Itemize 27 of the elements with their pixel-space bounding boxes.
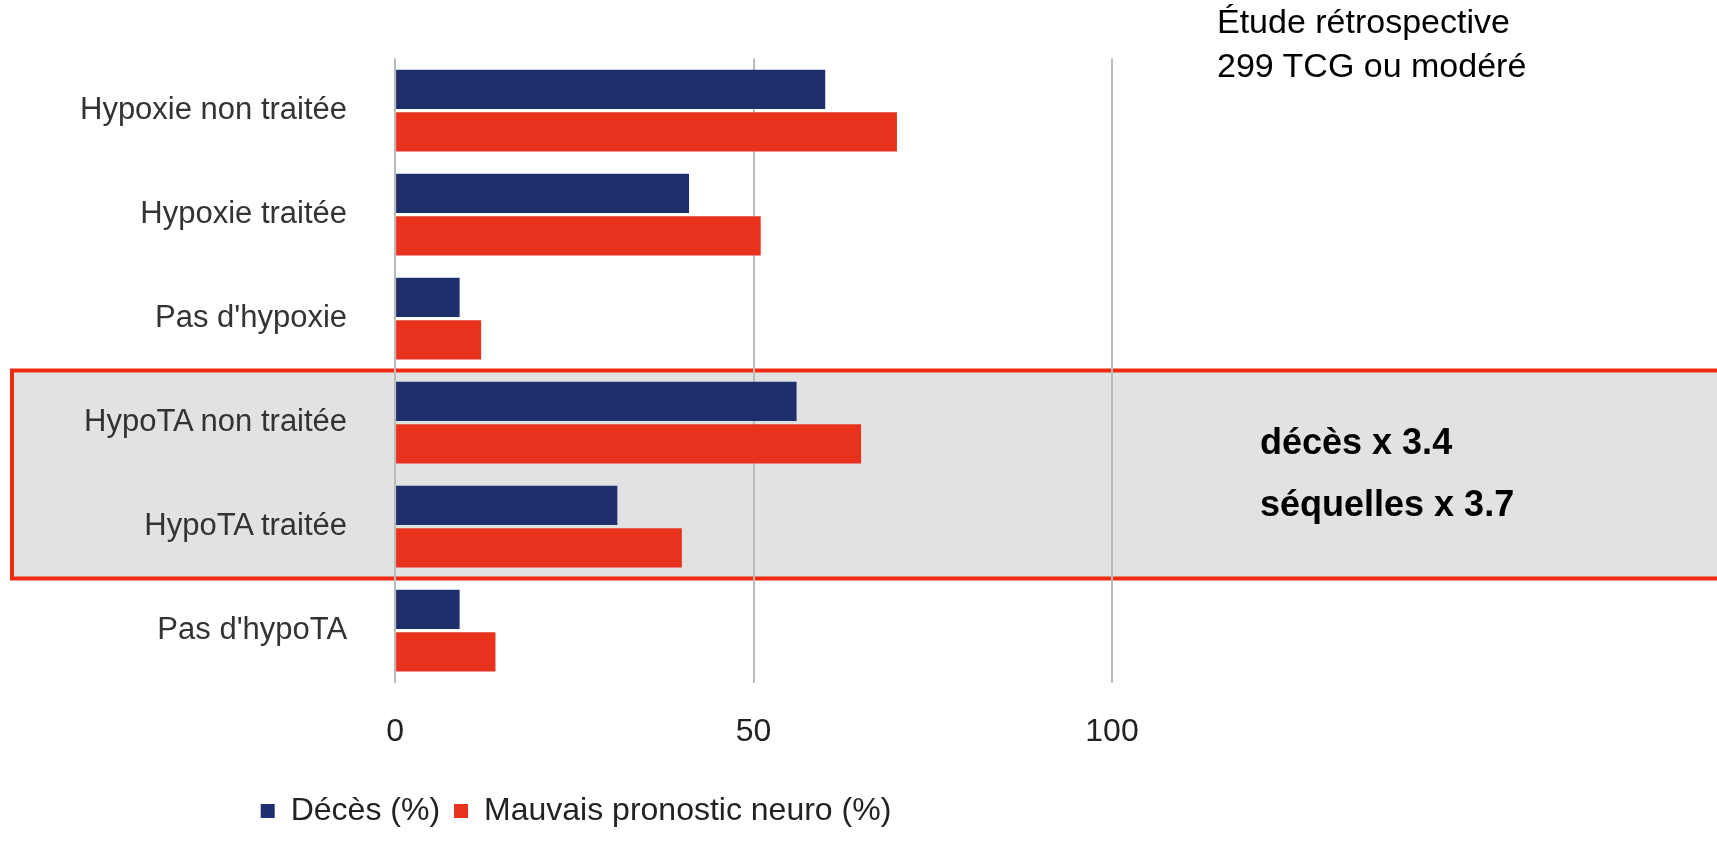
bar (396, 173, 690, 213)
legend-label: Mauvais pronostic neuro (%) (484, 790, 892, 827)
text: séquelles x 3.7 (1260, 482, 1515, 524)
bar (396, 485, 618, 525)
text: décès x 3.4 (1260, 420, 1453, 462)
bar (396, 381, 797, 421)
bar (396, 112, 897, 152)
y-tick-label: Pas d'hypoTA (157, 611, 348, 647)
bar (396, 589, 460, 629)
bar (396, 277, 460, 317)
bar (396, 632, 496, 672)
text: 299 TCG ou modéré (1217, 46, 1527, 85)
legend-label: Décès (%) (290, 790, 441, 827)
y-tick-label: Hypoxie traitée (140, 195, 348, 231)
bar (396, 424, 862, 464)
x-tick-label: 100 (1085, 711, 1139, 748)
x-tick-label: 50 (735, 711, 772, 748)
y-tick-label: HypoTA traitée (144, 507, 348, 543)
bar (396, 69, 826, 109)
bar (396, 320, 482, 360)
y-tick-label: Hypoxie non traitée (79, 91, 348, 127)
text: Étude rétrospective (1217, 2, 1510, 41)
bar (396, 216, 761, 256)
y-tick-label: Pas d'hypoxie (155, 299, 348, 335)
bar (396, 528, 682, 568)
x-tick-label: 0 (386, 711, 404, 748)
y-tick-label: HypoTA non traitée (84, 403, 348, 439)
